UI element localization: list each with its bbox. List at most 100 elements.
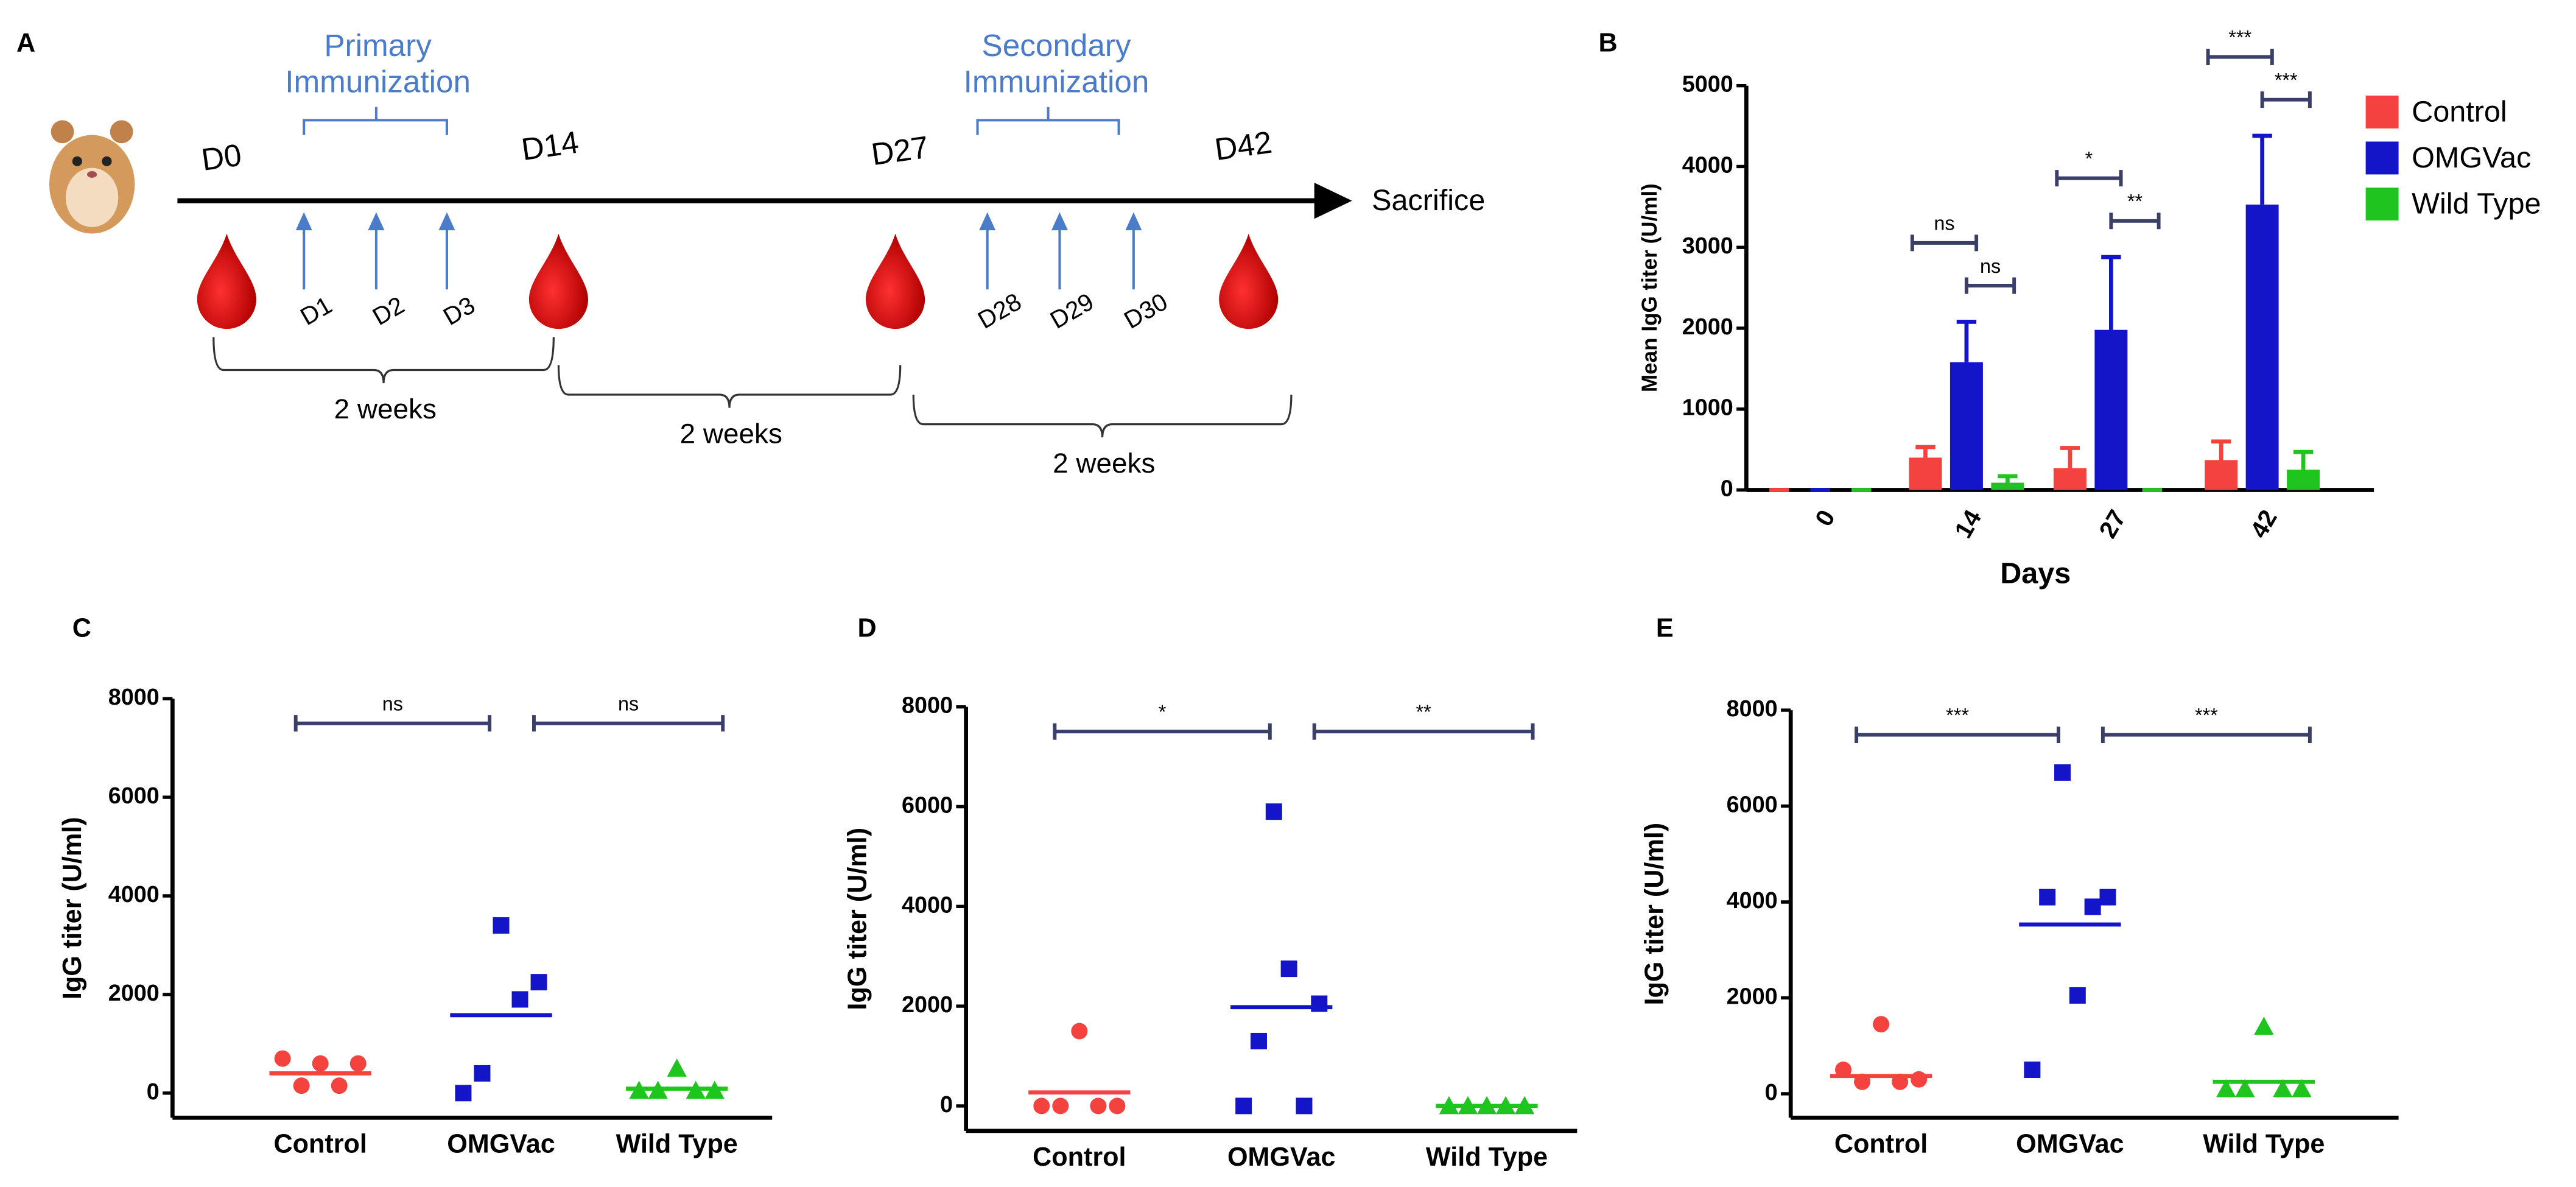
data-point [2216,1079,2236,1097]
dose-arrowhead [368,212,385,231]
dose-label: D3 [438,291,480,331]
significance-bracket [2206,49,2274,65]
x-tick-label: 0 [1809,505,1841,530]
significance-label: ns [1934,213,1954,234]
data-point [474,1065,491,1082]
y-tick-label: 8000 [108,685,160,710]
significance-bracket [1964,277,2016,294]
data-point [2235,1079,2255,1097]
significance-bracket [532,715,725,732]
y-tick-label: 6000 [108,783,160,809]
day-label: D14 [519,125,581,167]
significance-bracket [1855,727,2060,744]
y-tick-label: 0 [940,1092,953,1118]
significance-label: ns [1980,255,2001,277]
significance-bracket [293,715,492,732]
legend-swatch [2365,188,2399,220]
data-point [2084,898,2101,915]
legend-swatch [2365,141,2399,175]
dose-label: D29 [1045,287,1098,334]
blood-drop [1219,233,1279,329]
dose-arrowhead [438,212,455,231]
x-tick-label: 27 [2093,505,2131,543]
panel-label: A [16,29,35,58]
y-axis-label: IgG titer (U/ml) [58,817,87,999]
y-tick-label: 0 [1721,476,1733,501]
day-label: D27 [869,130,931,172]
significance-bracket [2260,91,2312,108]
significance-bracket [1053,723,1272,740]
data-point [2254,1016,2274,1035]
significance-label: ** [1416,701,1432,723]
interval-label: 2 weeks [334,393,437,424]
significance-label: * [2085,148,2093,170]
bar [1950,362,1983,490]
significance-bracket [2100,727,2312,744]
significance-label: *** [2275,69,2298,91]
data-point [511,991,528,1008]
data-point [2292,1079,2312,1097]
panel-label: D [858,613,877,643]
y-tick-label: 4000 [108,882,160,907]
interval-brace [557,365,902,408]
y-axis-label: Mean IgG titer (U/ml) [1638,183,1662,392]
y-tick-label: 1000 [1682,395,1733,421]
end-label: Sacrifice [1372,184,1485,217]
y-axis-label: IgG titer (U/ml) [843,828,872,1010]
y-tick-label: 3000 [1682,233,1733,259]
panel-label: B [1598,29,1617,58]
data-point [2273,1079,2293,1097]
bar [2245,204,2279,490]
data-point [1265,803,1282,820]
legend-label: Control [2412,95,2507,128]
blood-drop [528,233,589,329]
data-point [1280,960,1297,977]
data-point [493,917,510,934]
significance-label: ** [2127,191,2143,213]
timeline-arrowhead [1314,182,1352,219]
data-point [455,1085,472,1102]
phase-label: Immunization [964,65,1149,99]
interval-brace [912,395,1293,438]
x-tick-label: OMGVac [1227,1143,1336,1172]
y-tick-label: 8000 [1727,696,1778,722]
dose-arrowhead [979,212,996,231]
data-point [2024,1062,2041,1079]
y-tick-label: 5000 [1682,72,1733,97]
panel-label: E [1656,613,1674,643]
dose-label: D30 [1119,287,1172,334]
data-point [349,1055,367,1072]
data-point [530,974,547,991]
significance-label: ns [382,693,403,715]
significance-label: *** [2195,704,2218,726]
x-tick-label: OMGVac [447,1130,555,1159]
y-tick-label: 6000 [1727,792,1778,818]
data-point [1033,1097,1050,1115]
data-point [274,1050,291,1067]
dose-arrowhead [1051,212,1068,231]
data-point [2039,889,2056,906]
x-tick-label: Wild Type [616,1130,738,1159]
interval-brace [212,337,555,384]
day-label: D42 [1213,125,1274,167]
x-tick-label: Wild Type [1426,1143,1548,1172]
dose-arrowhead [1125,212,1142,231]
data-point [1296,1097,1313,1115]
data-point [331,1077,348,1094]
data-point [1235,1097,1252,1115]
data-point [2099,889,2116,906]
interval-label: 2 weeks [1053,447,1155,479]
data-point [312,1055,329,1072]
phase-label: Secondary [982,28,1131,63]
interval-label: 2 weeks [680,418,782,449]
data-point [1109,1097,1126,1115]
legend-label: OMGVac [2412,141,2531,174]
bar [2287,470,2320,490]
panel-label: C [72,613,91,643]
y-tick-label: 2000 [1682,314,1733,340]
y-tick-label: 4000 [1682,152,1733,178]
blood-drop [197,233,256,329]
y-tick-label: 6000 [902,792,953,818]
dose-label: D28 [973,287,1026,334]
